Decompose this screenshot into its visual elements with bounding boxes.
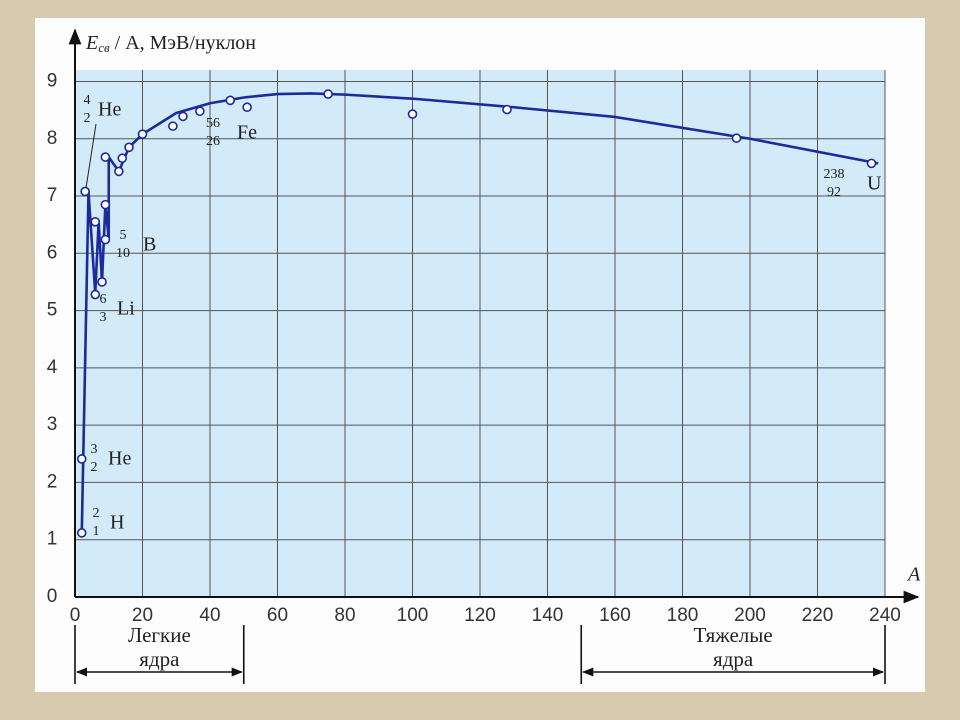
bracket-label: ядра [139, 647, 180, 671]
nuclide-charge: 2 [91, 460, 98, 475]
nuclide-symbol: U [867, 173, 882, 195]
data-point [76, 454, 87, 464]
data-point [731, 133, 742, 143]
nuclide-charge: 92 [827, 185, 841, 200]
data-point [124, 142, 134, 153]
nuclide-charge: 26 [206, 134, 220, 149]
y-label-rest: / A, МэВ/нуклон [110, 32, 257, 54]
bracket-label: Тяжелые [694, 623, 773, 647]
x-tick-label: 0 [70, 605, 81, 626]
nuclide-mass: 56 [206, 116, 220, 131]
data-point [242, 102, 252, 113]
x-tick-label: 200 [734, 605, 766, 626]
nuclide-mass: 238 [824, 167, 845, 182]
data-point [178, 111, 188, 122]
nuclide-mass: 6 [100, 292, 107, 307]
nuclide-symbol: H [110, 512, 124, 534]
data-point [80, 186, 90, 197]
y-tick-label: 6 [47, 242, 58, 263]
nuclide-charge: 1 [93, 524, 100, 539]
x-tick-label: 40 [199, 605, 220, 626]
data-point [195, 106, 205, 117]
marks [76, 89, 879, 538]
x-tick-label: 180 [667, 605, 699, 626]
y-tick-label: 9 [47, 70, 58, 91]
x-tick-label: 120 [464, 605, 496, 626]
x-axis-label: A [906, 564, 921, 586]
data-point [502, 104, 512, 115]
x-tick-label: 100 [397, 605, 429, 626]
y-tick-label: 4 [47, 357, 58, 378]
nuclide-symbol: B [143, 234, 156, 256]
data-point [100, 234, 111, 245]
data-point [225, 95, 236, 106]
data-point [866, 158, 877, 169]
nuclide-mass: 4 [84, 93, 91, 108]
nuclide-symbol: He [108, 448, 131, 470]
curve [80, 92, 879, 535]
x-tick-label: 220 [802, 605, 834, 626]
y-label-main: E [85, 32, 98, 54]
y-tick-label: 5 [47, 300, 58, 321]
data-point [100, 199, 111, 210]
y-tick-label: 1 [47, 529, 58, 550]
nuclide-charge: 3 [100, 310, 107, 325]
data-point [97, 277, 107, 287]
data-point [323, 89, 333, 99]
data-point [76, 528, 87, 538]
x-tick-label: 160 [599, 605, 631, 626]
data-point [168, 121, 178, 131]
data-point [137, 129, 148, 139]
data-point [90, 216, 101, 227]
y-tick-label: 3 [47, 414, 58, 435]
nuclide-symbol: Fe [237, 122, 257, 144]
bracket-label: ядра [713, 647, 754, 671]
x-tick-label: 140 [532, 605, 564, 626]
y-axis-label: Eсв / A, МэВ/нуклон [85, 32, 256, 55]
y-tick-label: 0 [47, 586, 58, 607]
nuclide-mass: 5 [120, 228, 127, 243]
bracket-label: Легкие [128, 623, 191, 647]
data-point [114, 166, 124, 177]
data-point [117, 153, 128, 164]
data-point [90, 289, 101, 300]
grid [74, 70, 886, 598]
y-label-sub: св [98, 40, 110, 55]
x-tick-label: 80 [334, 605, 355, 626]
leader-line [85, 123, 97, 189]
data-point [407, 109, 418, 119]
nuclide-symbol: He [98, 99, 121, 121]
data-point [100, 152, 111, 162]
nuclide-charge: 2 [84, 111, 91, 126]
y-tick-label: 8 [47, 128, 58, 149]
y-tick-label: 2 [47, 471, 58, 492]
nuclide-charge: 10 [116, 246, 130, 261]
nuclide-mass: 3 [91, 442, 98, 457]
x-tick-label: 60 [267, 605, 288, 626]
y-tick-label: 7 [47, 185, 58, 206]
nuclide-symbol: Li [117, 298, 135, 320]
x-tick-label: 20 [132, 605, 153, 626]
nuclide-mass: 2 [93, 506, 100, 521]
x-tick-label: 240 [869, 605, 901, 626]
